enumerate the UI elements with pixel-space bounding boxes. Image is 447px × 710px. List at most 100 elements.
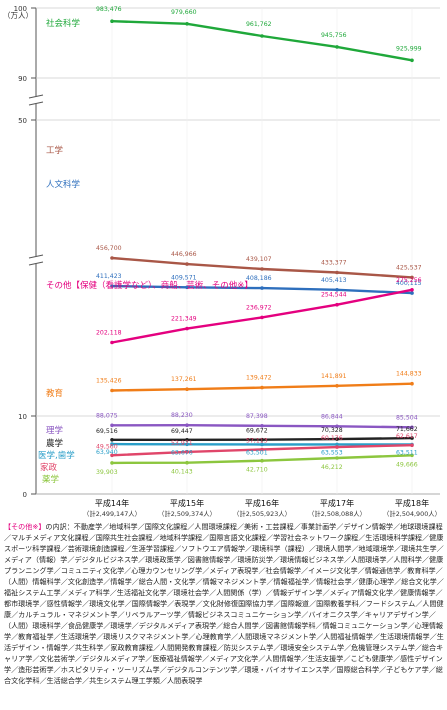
- data-point: [110, 19, 114, 24]
- data-point: [410, 275, 414, 280]
- data-point: [260, 437, 264, 442]
- data-label: 446,966: [171, 251, 197, 258]
- series-name-label: その他【保健（看護学など）、商船、芸術、その他※】: [46, 280, 253, 291]
- notes-section: 【その他※】の内訳：不動産学／地域科学／国際文化課程／人間環境課程／美術・工芸課…: [4, 521, 444, 686]
- data-point: [110, 423, 114, 428]
- data-point: [335, 288, 339, 292]
- series-name-label: 薬学: [42, 474, 60, 485]
- data-label: 69,672: [246, 428, 268, 435]
- data-label: 63,553: [321, 449, 343, 456]
- data-label: 49,666: [396, 461, 418, 468]
- data-label: 202,118: [96, 330, 122, 337]
- data-label: 63,676: [171, 449, 193, 456]
- data-label: 46,212: [321, 464, 343, 471]
- data-label: 425,537: [396, 264, 422, 271]
- data-point: [185, 285, 189, 290]
- data-label: 62,617: [396, 433, 418, 440]
- series-name-label: 教育: [46, 388, 63, 399]
- data-labels: 983,476 979,660 961,762 945,756 925,999 456,7…: [96, 6, 422, 476]
- data-point: [260, 315, 264, 320]
- data-point: [410, 453, 414, 458]
- data-label: 983,476: [96, 6, 122, 13]
- data-label: 63,501: [246, 450, 268, 457]
- x-tick-year: 平成15年: [170, 498, 204, 508]
- data-point: [335, 445, 339, 449]
- data-point: [185, 442, 189, 447]
- data-point: [410, 443, 414, 448]
- series-name-label: 理学: [46, 425, 64, 436]
- data-point: [260, 385, 264, 390]
- data-label: 63,940: [96, 449, 118, 456]
- data-point: [185, 262, 189, 266]
- data-point: [185, 438, 189, 442]
- data-label: 69,447: [171, 428, 193, 435]
- data-point: [335, 437, 339, 441]
- data-label: 57,113: [246, 438, 268, 445]
- notes-body: の内訳：不動産学／地域科学／国際文化課程／人間環境課程／美術・工芸課程／事業計画…: [4, 522, 444, 685]
- line-chart: 0 10 50 90 100（万人） 983,476 979,660 961,762 945,…: [3, 5, 441, 518]
- x-axis: 平成14年 平成15年 平成16年 平成17年 平成18年 （計2,499,147人） （計…: [83, 498, 441, 518]
- data-point: [410, 58, 414, 63]
- data-label: 49,560: [96, 443, 118, 450]
- notes-heading: 【その他※】: [4, 522, 46, 531]
- data-label: 221,349: [171, 316, 197, 323]
- data-label: 87,398: [246, 413, 268, 420]
- y-tick-label: 90: [18, 75, 27, 83]
- data-point: [185, 387, 189, 392]
- x-tick-total: （計2,508,088人）: [308, 509, 366, 518]
- data-label: 236,972: [246, 304, 272, 311]
- data-label: 405,413: [321, 277, 347, 284]
- data-point: [260, 447, 264, 452]
- data-label: 275,256: [396, 277, 422, 284]
- data-label: 439,107: [246, 256, 272, 263]
- data-label: 411,423: [96, 273, 122, 280]
- data-label: 925,999: [396, 45, 422, 52]
- data-label: 254,544: [321, 292, 347, 299]
- data-label: 135,426: [96, 378, 122, 385]
- axis-break-mark: [28, 254, 44, 266]
- data-point: [335, 442, 339, 447]
- data-label: 88,075: [96, 412, 118, 419]
- data-point: [410, 381, 414, 386]
- x-tick-total: （計2,505,923人）: [233, 509, 291, 518]
- data-label: 961,762: [246, 21, 272, 28]
- data-label: 433,377: [321, 260, 347, 267]
- series-name-label: 医学,歯学: [38, 450, 75, 461]
- y-tick-label: 0: [23, 491, 27, 499]
- series-name-label: 社会科学: [46, 18, 81, 29]
- chart-frame: 0 10 50 90 100（万人）: [3, 5, 440, 499]
- x-tick-year: 平成18年: [395, 498, 429, 508]
- x-tick-year: 平成16年: [245, 498, 279, 508]
- data-point: [260, 34, 264, 38]
- data-label: 70,328: [321, 427, 343, 434]
- data-label: 408,186: [246, 275, 272, 282]
- series-names: 社会科学工学人文科学その他【保健（看護学など）、商船、芸術、その他※】教育理学農…: [38, 18, 253, 485]
- series-lines: [110, 19, 414, 465]
- data-point: [410, 436, 414, 440]
- data-point: [260, 267, 264, 271]
- x-tick-total: （計2,504,900人）: [383, 509, 441, 518]
- data-point: [110, 442, 114, 446]
- axis-break-gap: [30, 256, 42, 264]
- data-point: [260, 442, 264, 447]
- data-point: [110, 453, 114, 458]
- data-point: [185, 423, 189, 428]
- data-label: 409,571: [171, 274, 197, 281]
- data-label: 141,891: [321, 373, 347, 380]
- data-point: [335, 270, 339, 275]
- data-point: [110, 438, 114, 442]
- data-point: [110, 461, 114, 465]
- data-label: 945,756: [321, 32, 347, 39]
- series-name-label: 人文科学: [46, 179, 81, 190]
- y-tick-label: 10: [18, 413, 27, 421]
- data-label: 53,971: [171, 440, 193, 447]
- data-label: 40,143: [171, 469, 193, 476]
- series-name-label: 農学: [46, 438, 64, 449]
- data-label: 400,115: [396, 280, 422, 287]
- data-label: 139,472: [246, 375, 272, 382]
- data-point: [410, 288, 414, 292]
- data-point: [260, 458, 264, 463]
- data-label: 137,261: [171, 376, 197, 383]
- series-name-label: 工学: [46, 145, 64, 156]
- data-point: [110, 340, 114, 345]
